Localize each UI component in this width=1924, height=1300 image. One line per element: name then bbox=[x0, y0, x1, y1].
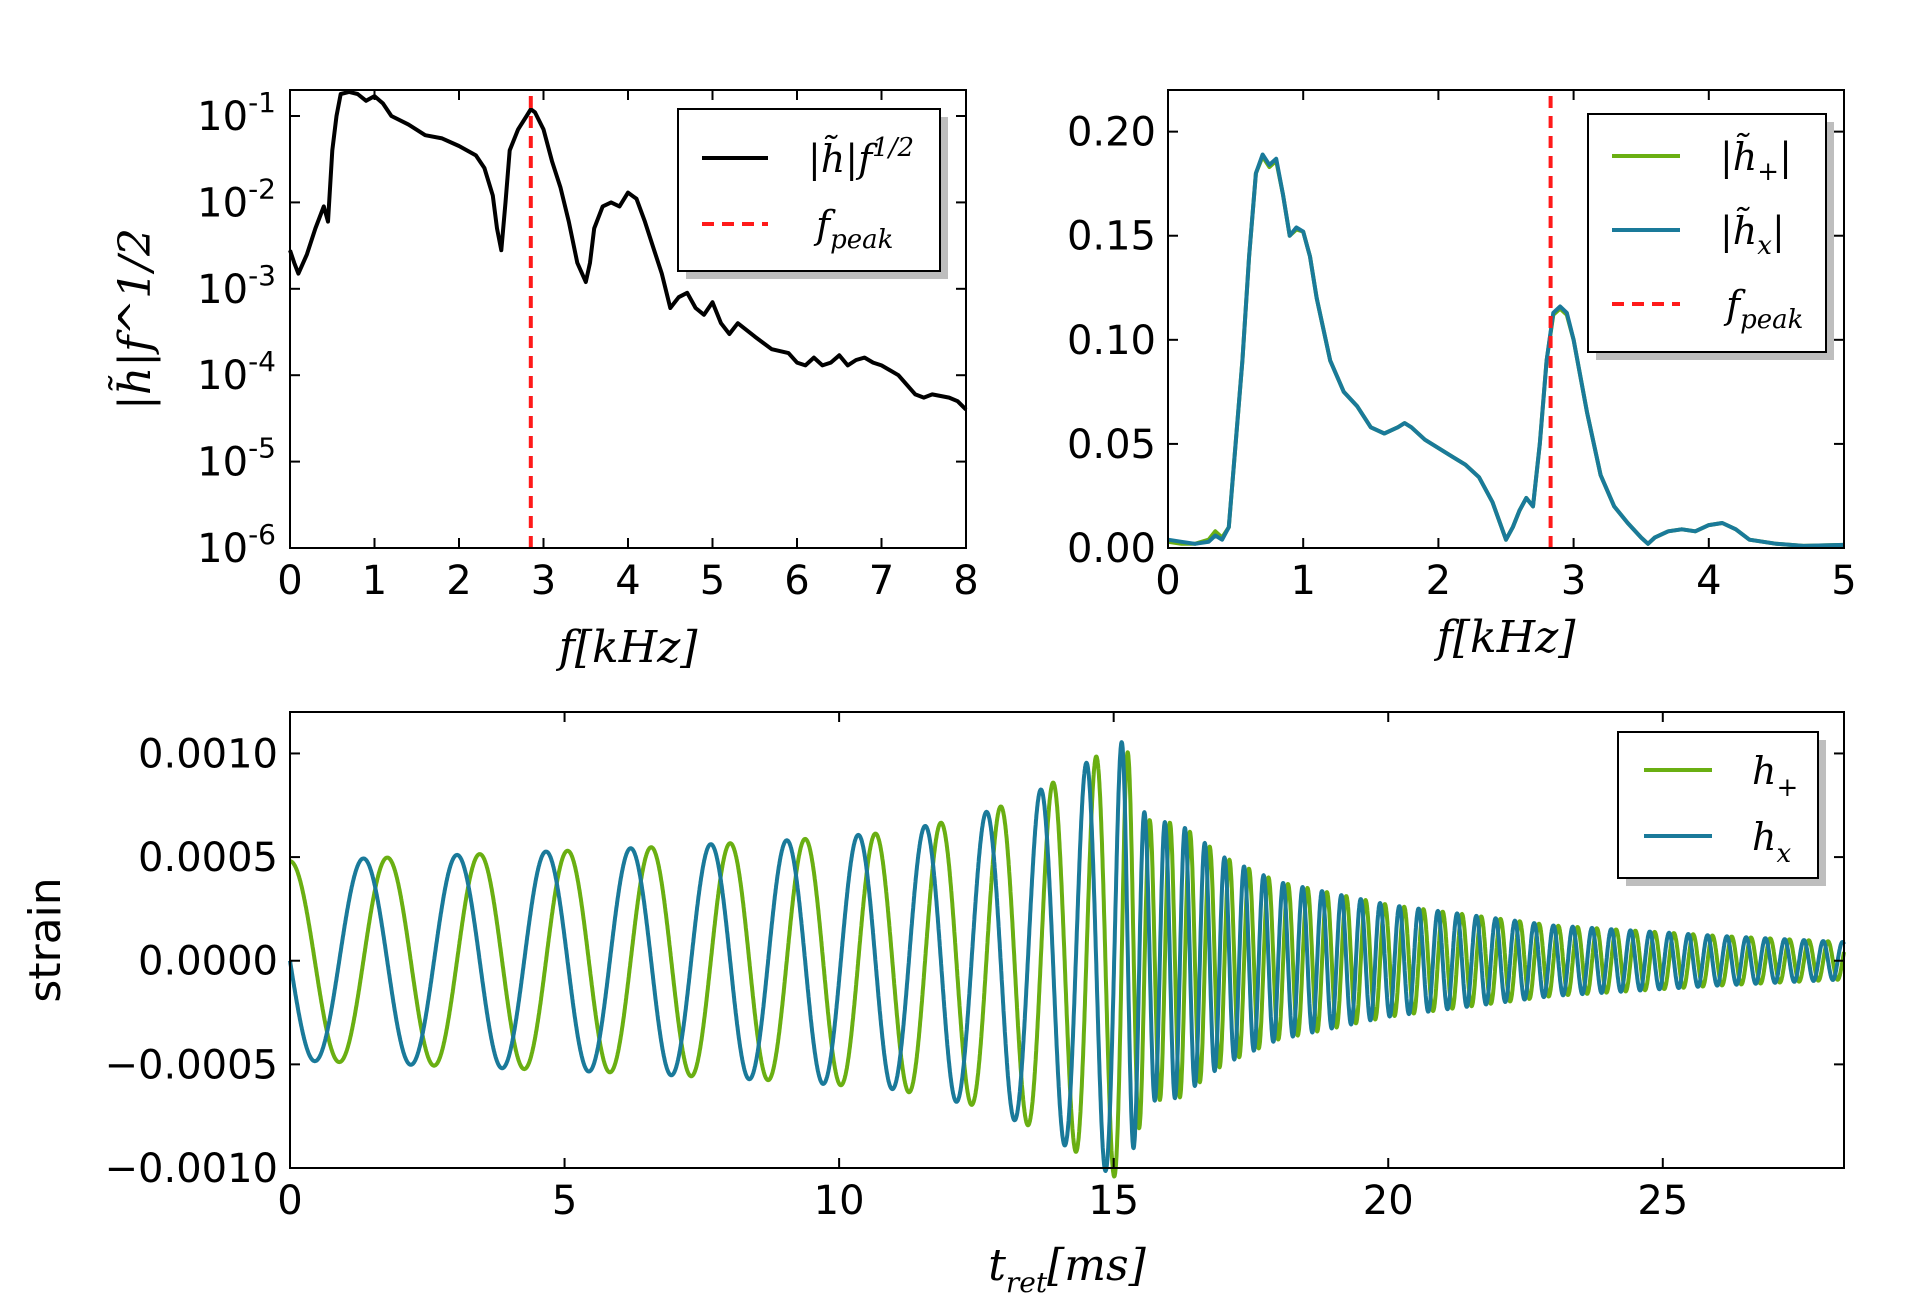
p1-legend-label-1: fpeak bbox=[813, 203, 893, 255]
p2-series-1 bbox=[1167, 152, 1845, 548]
p2-x-tick-label: 4 bbox=[1696, 558, 1721, 604]
p1-legend-box bbox=[677, 108, 941, 272]
p2-axes-frame bbox=[1167, 89, 1845, 549]
p1-y-axis-label: |h̃|f^1/2 bbox=[106, 228, 161, 410]
p3-y-ticks: 0.0010 0.0005 0.0000 −0.0005 −0.0010 bbox=[105, 731, 1844, 1192]
p1-x-axis-label: f[kHz] bbox=[556, 622, 699, 673]
p1-y-ticks: 10-1 10-2 10-3 10-4 10-5 10-6 bbox=[197, 86, 966, 572]
p2-x-tick-label: 3 bbox=[1561, 558, 1586, 604]
p3-y-tick-label: 0.0000 bbox=[138, 939, 278, 985]
p3-x-tick-label: 25 bbox=[1637, 1178, 1688, 1224]
p3-x-tick-label: 5 bbox=[552, 1178, 577, 1224]
p3-legend-label-1: hx bbox=[1752, 815, 1791, 869]
p1-x-tick-label: 5 bbox=[700, 558, 725, 604]
p1-x-ticks: 0 1 2 3 4 5 6 7 8 bbox=[277, 90, 979, 604]
p1-y-tick-label: 10-5 bbox=[197, 432, 276, 486]
p2-curves bbox=[1167, 90, 1845, 548]
p2-y-ticks: 0.00 0.05 0.10 0.15 0.20 bbox=[1067, 110, 1844, 572]
p3-axes-frame bbox=[289, 711, 1845, 1169]
p2-x-tick-label: 1 bbox=[1290, 558, 1315, 604]
p2-legend: |h̃+| |h̃x| fpeak bbox=[1587, 113, 1834, 360]
p1-x-tick-label: 2 bbox=[446, 558, 471, 604]
p2-legend-label-0: |h̃+| bbox=[1720, 134, 1792, 187]
p3-y-tick-label: 0.0005 bbox=[138, 835, 278, 881]
p2-x-tick-label: 2 bbox=[1426, 558, 1451, 604]
p1-curves bbox=[288, 89, 968, 548]
p3-x-tick-label: 10 bbox=[814, 1178, 865, 1224]
p2-y-tick-label: 0.10 bbox=[1067, 318, 1156, 364]
p1-legend: |h̃|f1/2 fpeak bbox=[677, 108, 948, 279]
p1-x-tick-label: 3 bbox=[531, 558, 556, 604]
p3-x-tick-label: 20 bbox=[1363, 1178, 1414, 1224]
p2-y-tick-label: 0.20 bbox=[1067, 110, 1156, 156]
p2-x-tick-label: 5 bbox=[1831, 558, 1856, 604]
p3-x-axis-label: tret[ms] bbox=[988, 1240, 1146, 1299]
p3-legend: h+ hx bbox=[1617, 731, 1826, 886]
p1-y-tick-label: 10-6 bbox=[197, 518, 276, 572]
p3-y-tick-label: −0.0010 bbox=[105, 1146, 278, 1192]
p3-x-tick-label: 15 bbox=[1088, 1178, 1139, 1224]
p3-y-tick-label: 0.0010 bbox=[138, 731, 278, 777]
p3-x-tick-label: 0 bbox=[277, 1178, 302, 1224]
p3-legend-label-0: h+ bbox=[1752, 749, 1798, 803]
p2-y-tick-label: 0.05 bbox=[1067, 422, 1156, 468]
p3-y-tick-label: −0.0005 bbox=[105, 1042, 278, 1088]
p2-x-ticks: 0 1 2 3 4 5 bbox=[1155, 90, 1857, 604]
p2-legend-label-1: |h̃x| bbox=[1720, 208, 1785, 261]
p1-x-tick-label: 7 bbox=[869, 558, 894, 604]
p1-y-tick-label: 10-4 bbox=[197, 345, 276, 399]
p1-x-tick-label: 0 bbox=[277, 558, 302, 604]
p1-series-0 bbox=[288, 89, 968, 412]
p2-y-tick-label: 0.00 bbox=[1067, 526, 1156, 572]
p2-legend-box bbox=[1587, 113, 1827, 353]
p1-x-tick-label: 8 bbox=[953, 558, 978, 604]
p1-x-tick-label: 6 bbox=[784, 558, 809, 604]
p3-series-1 bbox=[288, 740, 1846, 1173]
p1-y-tick-label: 10-1 bbox=[197, 86, 276, 140]
p2-x-axis-label: f[kHz] bbox=[1434, 612, 1577, 663]
p1-y-tick-label: 10-3 bbox=[197, 259, 276, 313]
p1-x-tick-label: 4 bbox=[615, 558, 640, 604]
p3-curves bbox=[288, 740, 1846, 1179]
p3-legend-box bbox=[1617, 731, 1819, 879]
p3-y-axis-label: strain bbox=[20, 877, 71, 1002]
p1-legend-label-0: |h̃|f1/2 bbox=[808, 133, 914, 181]
spectrum-linear-panel: 0 1 2 3 4 5 0.00 0.05 0.10 0.15 0.20 f[kHz] |h̃+|… bbox=[1067, 89, 1857, 663]
strain-panel: 0 5 10 15 20 25 0.0010 0.0005 0.0000 −0.0005 −0.0… bbox=[20, 711, 1846, 1299]
p3-x-ticks: 0 5 10 15 20 25 bbox=[277, 712, 1688, 1224]
p1-y-tick-label: 10-2 bbox=[197, 172, 276, 226]
p2-y-tick-label: 0.15 bbox=[1067, 214, 1156, 260]
p2-x-tick-label: 0 bbox=[1155, 558, 1180, 604]
p1-x-tick-label: 1 bbox=[362, 558, 387, 604]
spectrum-log-panel: 0 1 2 3 4 5 6 7 8 10-1 10-2 10-3 10-4 10-5 10-6 f[kHz… bbox=[106, 86, 978, 673]
